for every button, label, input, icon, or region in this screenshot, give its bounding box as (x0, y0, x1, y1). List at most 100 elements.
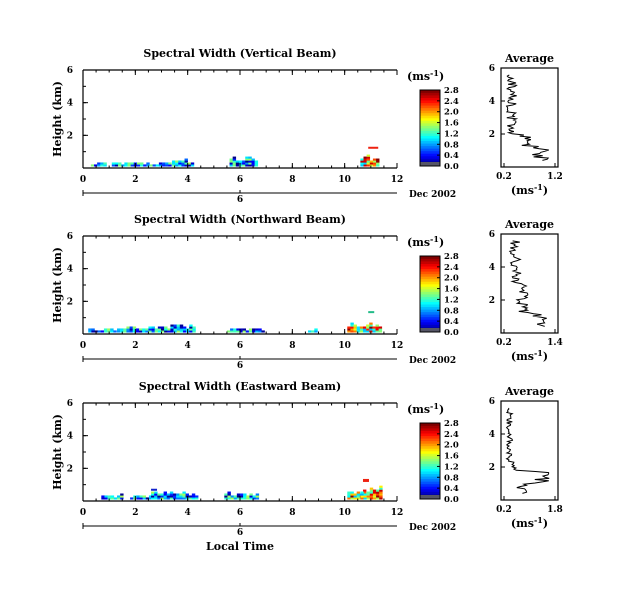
date-label: Dec 2002 (409, 356, 456, 366)
heatmap-cell (372, 162, 377, 165)
heatmap-cell (261, 330, 265, 333)
colorbar-swatch (420, 110, 440, 114)
colorbar-swatch (420, 273, 440, 277)
heatmap-cell (245, 160, 249, 163)
heatmap-cell (229, 158, 233, 161)
heatmap-cell (350, 328, 354, 331)
colorbar-swatch (420, 283, 440, 287)
colorbar-swatch (420, 458, 440, 462)
heatmap-cell (181, 164, 185, 167)
heatmap-cell (347, 493, 351, 496)
heatmap-cell (190, 162, 195, 165)
heatmap-cell (162, 164, 166, 167)
heatmap-cell (251, 160, 255, 163)
heatmap-cell (126, 326, 130, 329)
heatmap-cell (240, 495, 244, 498)
heatmap-cell (182, 326, 187, 329)
heatmap-cell (142, 495, 147, 498)
heatmap-cell (229, 160, 233, 163)
colorbar-tick-label: 1.2 (444, 462, 459, 472)
heatmap-cell (226, 330, 231, 333)
heatmap-cell (145, 497, 150, 500)
heatmap-cell (163, 493, 167, 496)
heatmap-cell (117, 330, 121, 333)
colorbar-swatch (420, 435, 440, 439)
heatmap-cell (178, 164, 182, 167)
colorbar-swatch (420, 128, 440, 131)
colorbar-swatch (420, 133, 440, 136)
colorbar-swatch (420, 428, 440, 431)
x-tick-label: 2 (132, 508, 138, 518)
heatmap-cell (251, 164, 255, 167)
heatmap-cell (191, 495, 196, 498)
heatmap-cell (369, 164, 374, 167)
heatmap-cell (107, 495, 111, 498)
x-tick-label: 10 (338, 175, 351, 185)
heatmap-cell (120, 328, 124, 331)
heatmap-cell (187, 162, 192, 165)
heatmap-cell (176, 493, 180, 496)
heatmap-cell (179, 497, 183, 500)
heatmap-cell (350, 324, 354, 327)
heatmap-cell (135, 328, 140, 331)
heatmap-cell (230, 497, 234, 500)
heatmap-cell (173, 328, 177, 331)
colorbar-swatch (420, 148, 440, 152)
heatmap-cell (378, 330, 383, 333)
heatmap-cell (182, 493, 186, 496)
heatmap-cell (350, 326, 354, 329)
heatmap-cell (350, 497, 354, 500)
colorbar-swatch (420, 268, 440, 272)
colorbar-swatch (420, 296, 440, 300)
heatmap-cell (135, 330, 140, 333)
heatmap-cell (376, 162, 380, 165)
colorbar-swatch (420, 328, 440, 332)
heatmap-cell (242, 164, 246, 167)
heatmap-cell (236, 497, 241, 500)
heatmap-cell (356, 497, 361, 500)
heatmap-cell (368, 311, 375, 314)
x-tick-label: 4 (185, 341, 191, 351)
heatmap-cell (369, 487, 374, 490)
colorbar-unit-text: (ms (407, 403, 430, 416)
heatmap-cell (363, 164, 367, 167)
heatmap-cell (184, 158, 188, 161)
profile-frame (500, 233, 559, 334)
heatmap-cell (255, 497, 260, 500)
heatmap-cell (171, 162, 176, 165)
x-tick-label: 2 (132, 175, 138, 185)
heatmap-cell (248, 160, 252, 163)
profile-y-tick-label: 6 (489, 230, 495, 240)
colorbar-tick-label: 2.8 (444, 252, 459, 262)
heatmap-cell (224, 493, 228, 496)
heatmap-cell (192, 326, 196, 329)
colorbar-swatch (420, 286, 440, 290)
heatmap-cell (188, 497, 193, 500)
x-tick-label: 8 (289, 508, 295, 518)
heatmap-cell (136, 497, 140, 500)
heatmap-cell (227, 497, 231, 500)
heatmap-cell (232, 160, 237, 163)
heatmap-cell (138, 328, 143, 331)
heatmap-cell (138, 330, 143, 333)
colorbar-swatch (420, 425, 440, 429)
colorbar-swatch (420, 491, 440, 495)
heatmap-cell (136, 162, 141, 165)
heatmap-cell (366, 154, 371, 157)
colorbar-swatch (420, 281, 440, 285)
heatmap-cell (369, 160, 374, 163)
y-tick-label: 4 (67, 99, 73, 109)
heatmap-cell (347, 491, 351, 494)
heatmap-cell (353, 326, 357, 329)
colorbar-swatch (420, 120, 440, 124)
profile-title: Average (504, 385, 554, 398)
heatmap-cell (126, 330, 130, 333)
heatmap-cell (254, 164, 259, 167)
heatmap-cell (140, 164, 144, 167)
heatmap-cell (239, 330, 243, 333)
heatmap-cell (230, 328, 234, 331)
x-tick-label: 10 (338, 508, 351, 518)
heatmap-cell (139, 497, 143, 500)
heatmap-cell (233, 497, 238, 500)
heatmap-cell (350, 495, 354, 498)
